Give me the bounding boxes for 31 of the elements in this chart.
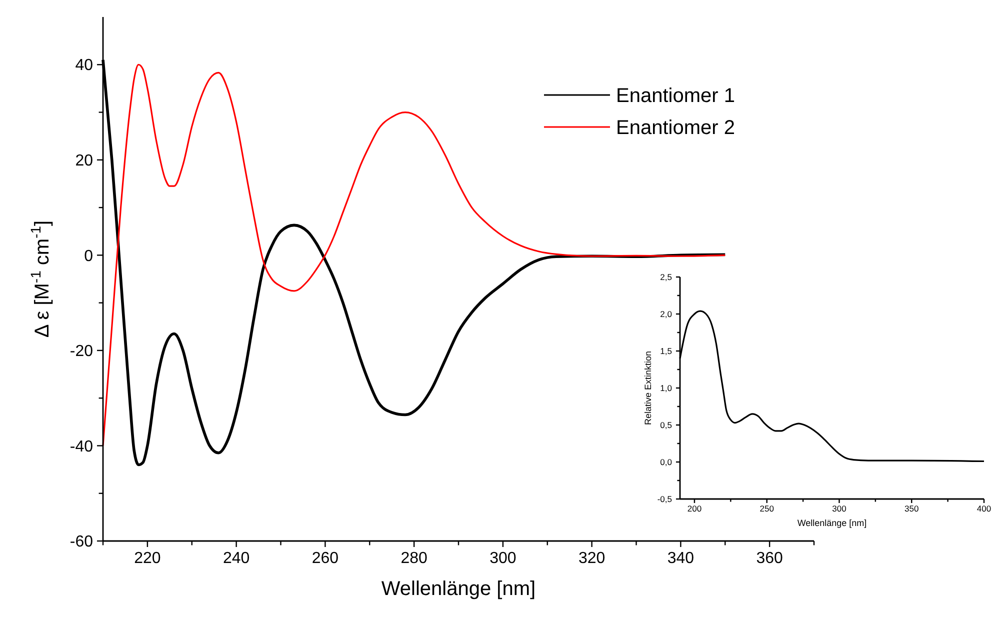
legend-label: Enantiomer 1 bbox=[616, 85, 735, 107]
y-tick-label: 1,0 bbox=[660, 382, 672, 393]
x-tick-label: 240 bbox=[222, 550, 250, 567]
x-tick-label: 300 bbox=[832, 504, 847, 514]
x-tick-label: 260 bbox=[312, 550, 339, 567]
x-tick-label: 300 bbox=[490, 550, 516, 567]
y-tick-label: -40 bbox=[70, 438, 94, 456]
x-tick-label: 250 bbox=[760, 504, 774, 514]
y-tick-label: 40 bbox=[75, 57, 94, 74]
legend-label: Enantiomer 2 bbox=[616, 117, 735, 139]
y-tick-label: -60 bbox=[70, 534, 94, 551]
x-tick-label: 350 bbox=[904, 504, 919, 514]
y-tick-label: 20 bbox=[75, 152, 94, 170]
x-tick-label: 340 bbox=[667, 550, 694, 567]
y-tick-label: 0 bbox=[84, 248, 94, 265]
y-tick-label: 1,5 bbox=[660, 346, 672, 356]
x-tick-label: 400 bbox=[976, 504, 992, 514]
x-axis-title: Wellenlänge [nm] bbox=[381, 578, 536, 600]
x-tick-label: 220 bbox=[134, 550, 161, 567]
y-tick-label: 2,5 bbox=[660, 272, 672, 282]
x-tick-label: 360 bbox=[756, 550, 784, 567]
y-tick-label: 0,0 bbox=[660, 456, 672, 467]
y-tick-label: -0,5 bbox=[657, 494, 672, 504]
x-axis-title: Wellenlänge [nm] bbox=[797, 518, 867, 528]
y-tick-label: -20 bbox=[70, 343, 94, 360]
x-tick-label: 200 bbox=[687, 504, 702, 514]
y-axis-title: Relative Extinktion bbox=[643, 350, 654, 426]
y-tick-label: 0,5 bbox=[660, 420, 672, 430]
x-tick-label: 280 bbox=[400, 550, 428, 567]
x-tick-label: 320 bbox=[578, 550, 606, 567]
y-tick-label: 2,0 bbox=[660, 308, 672, 319]
